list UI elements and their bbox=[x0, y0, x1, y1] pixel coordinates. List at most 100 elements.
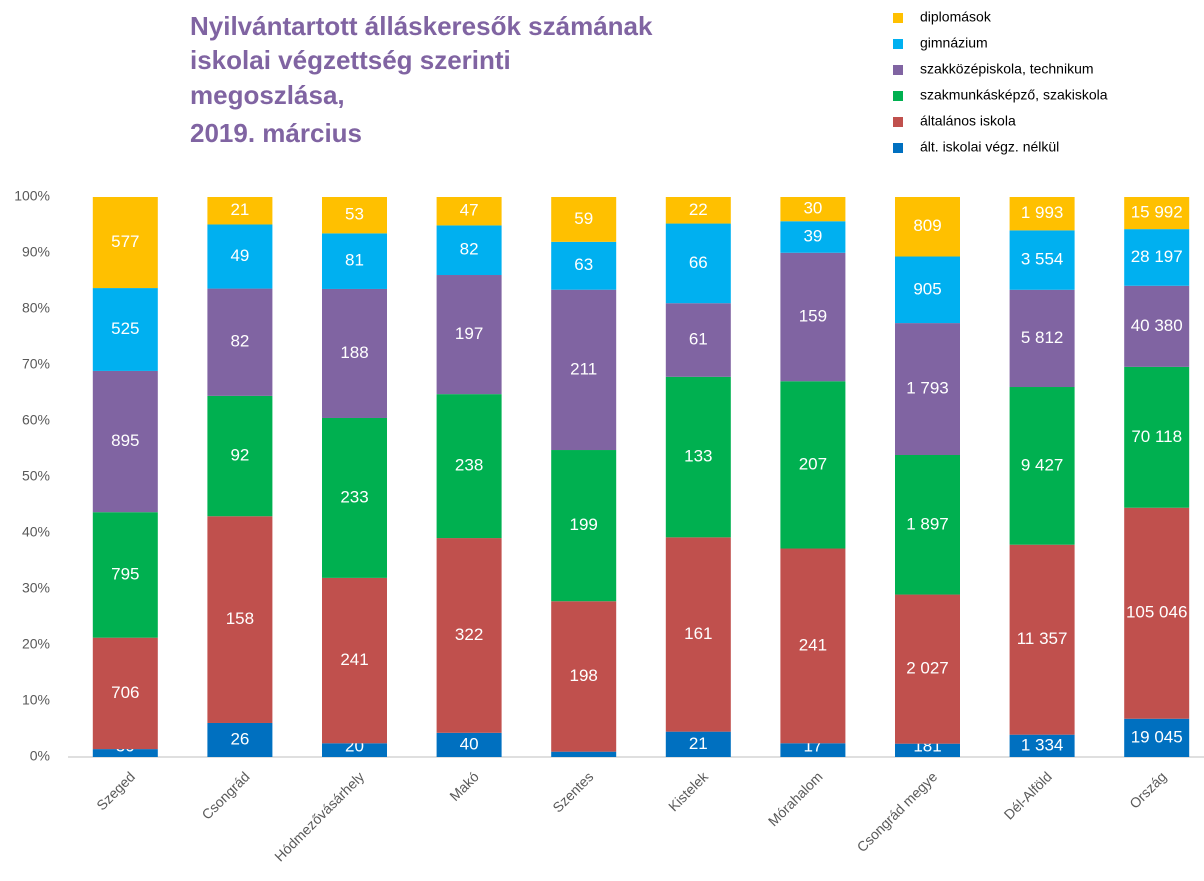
chart-title: 2019. március bbox=[190, 118, 362, 148]
x-tick-label: Makó bbox=[446, 768, 482, 804]
data-label: 577 bbox=[111, 232, 139, 251]
bar-segment bbox=[1009, 289, 1075, 388]
data-label: 59 bbox=[574, 209, 593, 228]
x-tick-label: Kistelek bbox=[665, 768, 712, 815]
bar-segment bbox=[780, 252, 846, 382]
bar-segment bbox=[551, 241, 617, 290]
data-label: 198 bbox=[570, 666, 598, 685]
legend-label: szakközépiskola, technikum bbox=[920, 61, 1094, 77]
bar-segment bbox=[436, 732, 502, 757]
x-tick-label: Mórahalom bbox=[765, 768, 826, 829]
data-label: 21 bbox=[689, 734, 708, 753]
bar-segment bbox=[436, 225, 502, 276]
y-tick-label: 40% bbox=[22, 524, 50, 540]
y-tick-label: 30% bbox=[22, 580, 50, 596]
data-label: 207 bbox=[799, 454, 827, 473]
data-label: 47 bbox=[460, 201, 479, 220]
bar-segment bbox=[322, 197, 387, 234]
data-label: 105 046 bbox=[1126, 603, 1187, 622]
bar-segment bbox=[1009, 544, 1075, 735]
bar-segment bbox=[207, 288, 273, 396]
data-label: 82 bbox=[460, 240, 479, 259]
bar-segment bbox=[1124, 507, 1190, 719]
bar-segment bbox=[1124, 229, 1190, 286]
data-label: 905 bbox=[913, 279, 941, 298]
data-label: 706 bbox=[111, 683, 139, 702]
bar-segment bbox=[665, 223, 731, 304]
data-label: 1 793 bbox=[906, 379, 949, 398]
bar-segment bbox=[207, 722, 273, 757]
bar-segment bbox=[322, 233, 387, 289]
data-label: 197 bbox=[455, 324, 483, 343]
data-label: 19 045 bbox=[1131, 727, 1183, 746]
bar-segment bbox=[895, 743, 960, 757]
bar-segment bbox=[665, 537, 731, 732]
bar-segment bbox=[551, 450, 617, 602]
bar-segment bbox=[665, 197, 731, 224]
bar-segment bbox=[780, 197, 846, 222]
y-tick-label: 100% bbox=[14, 188, 50, 204]
x-tick-label: Csongrád megye bbox=[854, 768, 941, 855]
legend-label: gimnázium bbox=[920, 35, 988, 51]
x-tick-label: Szentes bbox=[549, 768, 596, 815]
bar-segment bbox=[551, 197, 617, 242]
bar-segment bbox=[436, 394, 502, 539]
bar-segment bbox=[895, 594, 960, 744]
bar-segment bbox=[436, 538, 502, 733]
data-label: 809 bbox=[913, 216, 941, 235]
legend-label: ált. iskolai végz. nélkül bbox=[920, 139, 1059, 155]
x-tick-label: Csongrád bbox=[198, 768, 252, 822]
bar-segment bbox=[322, 417, 387, 578]
bar-segment bbox=[551, 289, 617, 451]
data-label: 40 380 bbox=[1131, 316, 1183, 335]
bar-segment bbox=[322, 743, 387, 757]
bar-segment bbox=[436, 197, 502, 226]
data-label: 53 bbox=[345, 205, 364, 224]
data-label: 40 bbox=[460, 734, 479, 753]
legend-swatch bbox=[893, 143, 903, 153]
data-label: 895 bbox=[111, 431, 139, 450]
bar-segment bbox=[92, 288, 158, 371]
bar-segment bbox=[665, 303, 731, 377]
bar-segment bbox=[895, 323, 960, 456]
data-label: 82 bbox=[230, 332, 249, 351]
data-label: 158 bbox=[226, 609, 254, 628]
data-label: 81 bbox=[345, 251, 364, 270]
bar-segment bbox=[551, 601, 617, 752]
y-tick-label: 70% bbox=[22, 356, 50, 372]
data-label: 66 bbox=[689, 253, 708, 272]
y-tick-label: 90% bbox=[22, 244, 50, 260]
data-label: 9 427 bbox=[1021, 455, 1064, 474]
bar-segment bbox=[780, 381, 846, 549]
data-label: 5 812 bbox=[1021, 328, 1064, 347]
data-label: 21 bbox=[230, 200, 249, 219]
data-label: 241 bbox=[799, 635, 827, 654]
bar-segment bbox=[1124, 366, 1190, 508]
bar-segment bbox=[92, 512, 158, 638]
bar-segment bbox=[92, 749, 158, 757]
x-tick-label: Ország bbox=[1126, 768, 1169, 811]
chart-title: iskolai végzettség szerinti bbox=[190, 45, 511, 75]
data-label: 22 bbox=[689, 200, 708, 219]
legend-swatch bbox=[893, 65, 903, 75]
bar-segment bbox=[207, 516, 273, 723]
data-label: 3 554 bbox=[1021, 250, 1064, 269]
data-label: 1 334 bbox=[1021, 735, 1064, 754]
data-label: 1 897 bbox=[906, 514, 949, 533]
bar-segment bbox=[92, 370, 158, 513]
data-label: 188 bbox=[340, 343, 368, 362]
data-label: 161 bbox=[684, 624, 712, 643]
data-label: 15 992 bbox=[1131, 203, 1183, 222]
data-label: 28 197 bbox=[1131, 247, 1183, 266]
data-label: 61 bbox=[689, 330, 708, 349]
data-label: 1 993 bbox=[1021, 203, 1064, 222]
y-tick-label: 60% bbox=[22, 412, 50, 428]
data-label: 241 bbox=[340, 650, 368, 669]
legend-swatch bbox=[893, 39, 903, 49]
data-label: 39 bbox=[803, 226, 822, 245]
x-tick-label: Szeged bbox=[93, 768, 138, 813]
data-label: 238 bbox=[455, 456, 483, 475]
data-label: 63 bbox=[574, 255, 593, 274]
bar-segment bbox=[780, 221, 846, 253]
data-label: 49 bbox=[230, 246, 249, 265]
